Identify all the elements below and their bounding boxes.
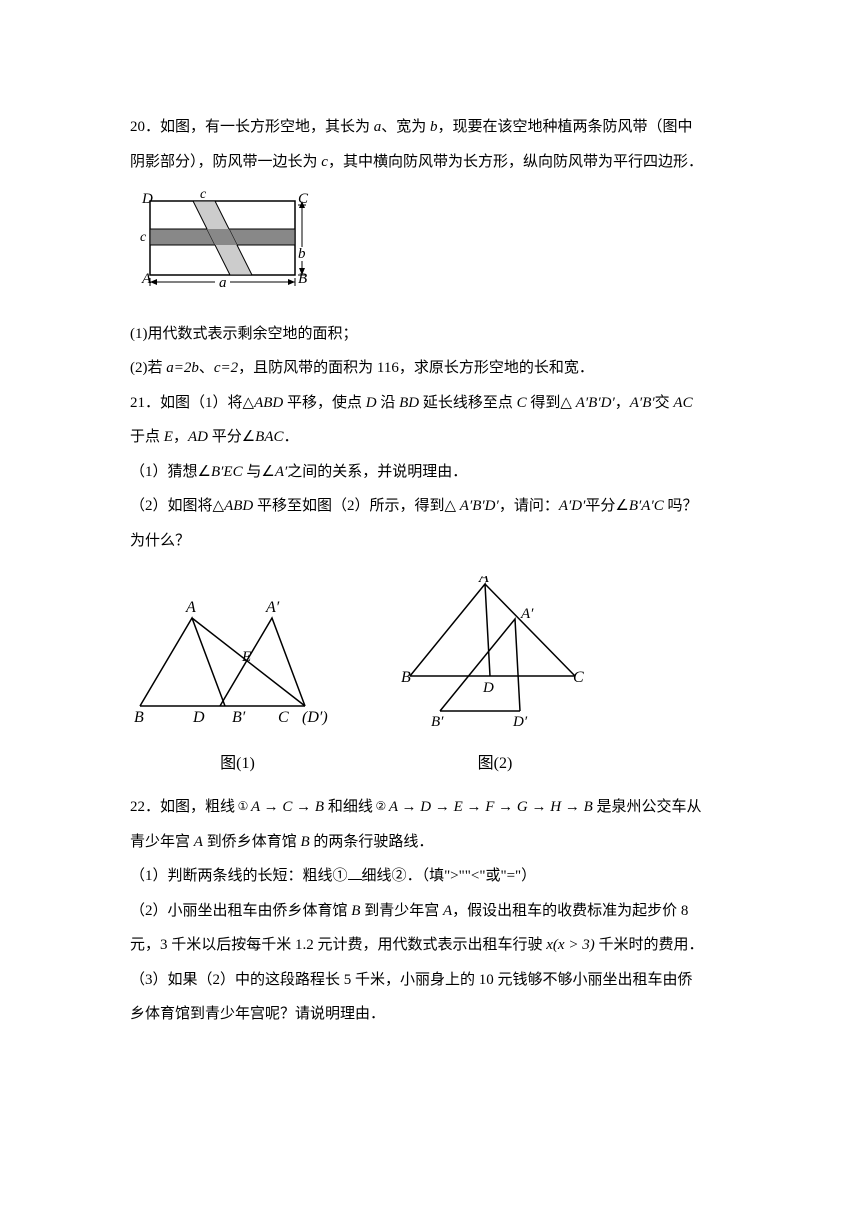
svg-text:B: B <box>134 709 144 726</box>
q21-line2: 于点 E，AD 平分∠BAC． <box>130 420 730 455</box>
q20-sub2: (2)若 a=2b、c=2，且防风带的面积为 116，求原长方形空地的长和宽． <box>130 351 730 386</box>
q21-figures: A A′ E B D B′ C (D′) 图(1) <box>130 576 730 782</box>
q22-sub2a: （2）小丽坐出租车由侨乡体育馆 B 到青少年宫 A，假设出租车的收费标准为起步价… <box>130 894 730 929</box>
q22-line2: 青少年宫 A 到侨乡体育馆 B 的两条行驶路线． <box>130 825 730 860</box>
svg-text:D′: D′ <box>512 714 528 726</box>
q21-num: 21． <box>130 395 160 411</box>
q21-why: 为什么？ <box>130 524 730 559</box>
svg-text:A′: A′ <box>520 606 534 622</box>
blank-fill <box>348 861 362 880</box>
q21-fig2-wrap: A A′ B D C B′ D′ 图(2) <box>395 576 595 782</box>
q21-sub1: （1）猜想∠B′EC 与∠A′之间的关系，并说明理由． <box>130 455 730 490</box>
label-c-left: c <box>140 230 147 245</box>
q21-fig1-wrap: A A′ E B D B′ C (D′) 图(1) <box>130 596 345 782</box>
svg-text:A′: A′ <box>265 599 280 616</box>
q22-sub1: （1）判断两条线的长短：粗线①细线②．（填">""<"或"="） <box>130 859 730 894</box>
svg-text:C: C <box>573 669 584 686</box>
svg-text:D: D <box>482 680 494 696</box>
svg-text:A: A <box>478 576 489 586</box>
q22-sub2b: 元，3 千米以后按每千米 1.2 元计费，用代数式表示出租车行驶 x(x > 3… <box>130 928 730 963</box>
q22-num: 22． <box>130 799 160 815</box>
q21-fig2-label: 图(2) <box>395 746 595 783</box>
q22-line1: 22．如图，粗线①A → C → B 和细线②A → D → E → F → G… <box>130 790 730 825</box>
q21-line1: 21．如图（1）将△ABD 平移，使点 D 沿 BD 延长线移至点 C 得到△ … <box>130 386 730 421</box>
circled-1-icon: ① <box>235 799 251 815</box>
svg-text:D: D <box>192 709 205 726</box>
q20-sub1: (1)用代数式表示剩余空地的面积； <box>130 317 730 352</box>
label-D: D <box>141 191 153 207</box>
svg-text:E: E <box>241 649 251 665</box>
q20-line1: 20．如图，有一长方形空地，其长为 a、宽为 b，现要在该空地种植两条防风带（图… <box>130 110 730 145</box>
q20-figure: D C A B c c a b <box>130 187 730 313</box>
q20-line2: 阴影部分），防风带一边长为 c，其中横向防风带为长方形，纵向防风带为平行四边形． <box>130 145 730 180</box>
q22-sub3a: （3）如果（2）中的这段路程长 5 千米，小丽身上的 10 元钱够不够小丽坐出租… <box>130 963 730 998</box>
svg-text:B′: B′ <box>431 714 444 726</box>
circled-2-icon: ② <box>373 799 389 815</box>
q20-num: 20． <box>130 119 160 135</box>
page: 20．如图，有一长方形空地，其长为 a、宽为 b，现要在该空地种植两条防风带（图… <box>0 0 860 1092</box>
svg-text:A: A <box>185 599 196 616</box>
svg-text:(D′): (D′) <box>302 709 328 726</box>
svg-text:B: B <box>401 669 411 686</box>
label-c-top: c <box>200 187 207 202</box>
q22-sub3b: 乡体育馆到青少年宫呢？请说明理由． <box>130 997 730 1032</box>
q21-fig1-label: 图(1) <box>130 746 345 783</box>
label-a: a <box>219 275 227 291</box>
svg-text:C: C <box>278 709 289 726</box>
svg-text:B′: B′ <box>232 709 246 726</box>
q21-sub2: （2）如图将△ABD 平移至如图（2）所示，得到△ A′B′D′，请问：A′D′… <box>130 489 730 524</box>
label-b: b <box>298 246 306 262</box>
